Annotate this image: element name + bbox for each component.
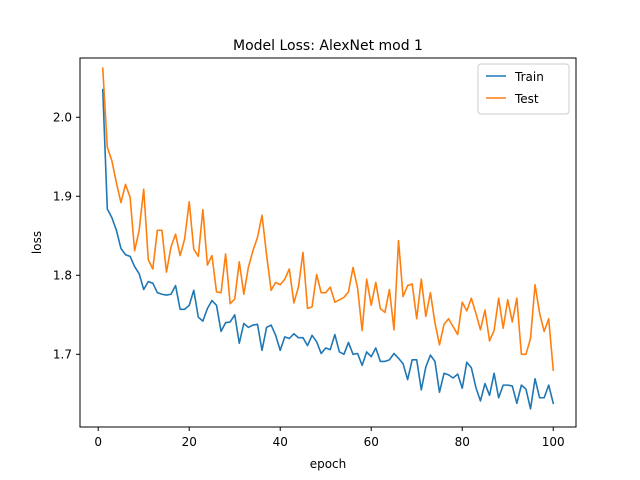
x-tick-label: 0 (94, 435, 102, 449)
legend-test-label: Test (514, 92, 539, 106)
y-tick-label: 2.0 (53, 110, 72, 124)
x-axis-ticks: 0 20 40 60 80 100 (94, 427, 565, 449)
series-line-test (101, 67, 555, 371)
x-axis-label: epoch (310, 457, 347, 471)
axes-frame (79, 57, 577, 428)
legend: Train Test (477, 63, 570, 115)
series-line-train (101, 88, 555, 410)
x-tick-label: 20 (182, 435, 197, 449)
x-tick-label: 40 (273, 435, 288, 449)
x-tick-label: 80 (455, 435, 470, 449)
chart-title: Model Loss: AlexNet mod 1 (233, 38, 423, 54)
x-tick-label: 60 (364, 435, 379, 449)
y-tick-label: 1.8 (53, 268, 72, 282)
y-tick-label: 1.7 (53, 347, 72, 361)
plot-area: 0 20 40 60 80 100 1.7 1.8 1.9 2.0 (53, 57, 577, 449)
legend-train-label: Train (514, 70, 544, 84)
x-tick-label: 100 (542, 435, 565, 449)
series-layer (101, 67, 555, 410)
y-tick-label: 1.9 (53, 189, 72, 203)
y-axis-ticks: 1.7 1.8 1.9 2.0 (53, 110, 80, 361)
y-axis-label: loss (30, 231, 44, 254)
